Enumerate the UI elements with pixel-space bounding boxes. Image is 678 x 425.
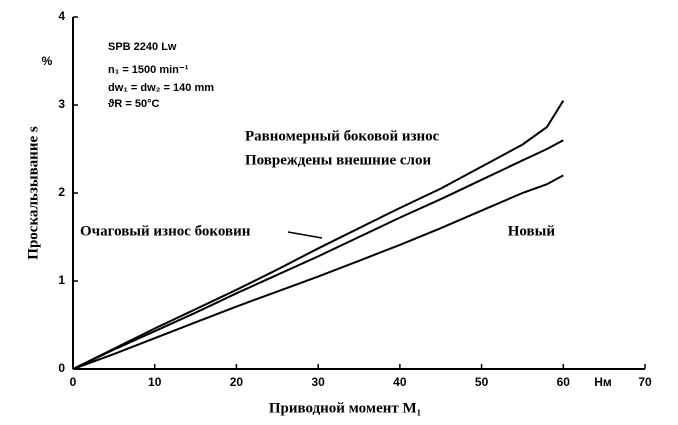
x-tick-label: 30 xyxy=(311,375,325,389)
annotation: dw₁ = dw₂ = 140 mm xyxy=(108,82,214,94)
y-tick-label: 0 xyxy=(58,361,65,375)
x-tick-label: 60 xyxy=(557,375,571,389)
series-line xyxy=(72,139,564,370)
x-tick-label: 50 xyxy=(475,375,489,389)
x-tick-label: 70 xyxy=(638,375,652,389)
leader-line xyxy=(287,231,323,239)
x-axis-title: Приводной момент M₁ xyxy=(269,400,421,416)
y-tick-label: 4 xyxy=(58,9,65,23)
x-tick-label: 10 xyxy=(148,375,162,389)
y-tick-label: 3 xyxy=(58,97,65,111)
series-label: Новый xyxy=(508,223,556,239)
annotation: SPB 2240 Lw xyxy=(108,41,177,53)
x-tick-label: 20 xyxy=(230,375,244,389)
series-label: Равномерный боковой износ xyxy=(245,128,440,144)
y-unit: % xyxy=(42,54,53,68)
series-line xyxy=(72,100,565,370)
x-tick-label: 40 xyxy=(393,375,407,389)
series-label: Повреждены внешние слои xyxy=(245,152,431,168)
y-tick-label: 1 xyxy=(58,273,65,287)
series-line xyxy=(72,174,564,370)
annotation: ϑR = 50°C xyxy=(108,98,160,110)
y-tick-label: 2 xyxy=(58,185,65,199)
x-unit: Нм xyxy=(594,375,612,389)
annotation: n₁ = 1500 min⁻¹ xyxy=(108,64,189,76)
y-axis-title: Проскальзывание s xyxy=(25,126,41,260)
annotation: Очаговый износ боковин xyxy=(80,223,251,239)
x-tick-label: 0 xyxy=(70,375,77,389)
